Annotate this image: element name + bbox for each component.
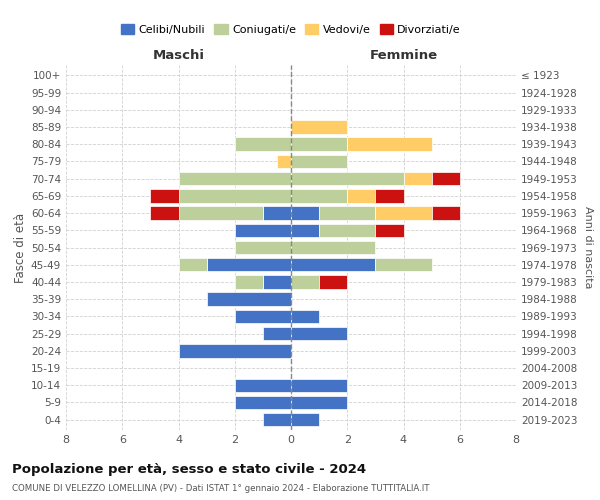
Bar [235, 378, 291, 392]
Bar [376, 206, 431, 220]
Bar [235, 138, 291, 151]
Bar [235, 224, 291, 237]
Bar [431, 172, 460, 186]
Bar [404, 172, 431, 186]
Bar [179, 189, 291, 202]
Bar [263, 413, 291, 426]
Bar [235, 241, 291, 254]
Y-axis label: Anni di nascita: Anni di nascita [583, 206, 593, 289]
Bar [263, 206, 291, 220]
Bar [347, 138, 431, 151]
Bar [291, 378, 347, 392]
Bar [347, 189, 376, 202]
Bar [291, 258, 376, 272]
Text: Popolazione per età, sesso e stato civile - 2024: Popolazione per età, sesso e stato civil… [12, 462, 366, 475]
Bar [235, 396, 291, 409]
Bar [376, 189, 404, 202]
Bar [376, 224, 404, 237]
Text: Maschi: Maschi [152, 50, 205, 62]
Bar [291, 138, 347, 151]
Bar [291, 154, 347, 168]
Bar [319, 206, 376, 220]
Bar [291, 275, 319, 288]
Bar [206, 258, 291, 272]
Bar [291, 189, 347, 202]
Bar [151, 206, 179, 220]
Bar [179, 172, 291, 186]
Bar [235, 275, 263, 288]
Bar [291, 327, 347, 340]
Bar [206, 292, 291, 306]
Bar [291, 206, 319, 220]
Bar [179, 206, 263, 220]
Bar [291, 241, 376, 254]
Bar [431, 206, 460, 220]
Bar [263, 275, 291, 288]
Bar [376, 258, 431, 272]
Bar [277, 154, 291, 168]
Bar [291, 396, 347, 409]
Bar [291, 172, 404, 186]
Bar [179, 258, 206, 272]
Text: COMUNE DI VELEZZO LOMELLINA (PV) - Dati ISTAT 1° gennaio 2024 - Elaborazione TUT: COMUNE DI VELEZZO LOMELLINA (PV) - Dati … [12, 484, 430, 493]
Bar [291, 310, 319, 323]
Bar [263, 327, 291, 340]
Bar [179, 344, 291, 358]
Bar [291, 224, 319, 237]
Text: Femmine: Femmine [370, 50, 437, 62]
Legend: Celibi/Nubili, Coniugati/e, Vedovi/e, Divorziati/e: Celibi/Nubili, Coniugati/e, Vedovi/e, Di… [116, 20, 466, 39]
Bar [291, 120, 347, 134]
Bar [291, 413, 319, 426]
Bar [319, 275, 347, 288]
Bar [151, 189, 179, 202]
Bar [235, 310, 291, 323]
Bar [319, 224, 376, 237]
Y-axis label: Fasce di età: Fasce di età [14, 212, 27, 282]
